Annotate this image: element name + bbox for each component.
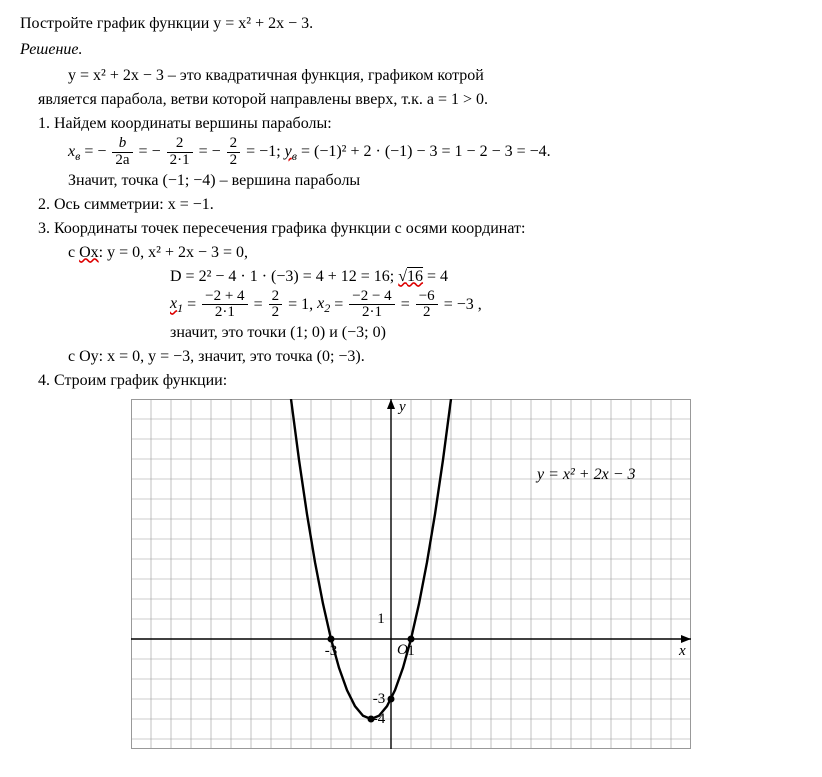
frac-2-21: 2 2·1 bbox=[167, 136, 193, 169]
frac-den: 2·1 bbox=[349, 305, 394, 321]
yv-expression: = (−1)² + 2 · (−1) − 3 = 1 − 2 − 3 = −4. bbox=[301, 143, 551, 160]
frac-den: 2·1 bbox=[202, 305, 247, 321]
frac-den: 2·1 bbox=[167, 153, 193, 169]
svg-text:y: y bbox=[397, 399, 406, 415]
svg-text:y = x² + 2x − 3: y = x² + 2x − 3 bbox=[535, 466, 636, 483]
step-1-equation: xв = − b 2a = − 2 2·1 = − 2 2 = −1; yв =… bbox=[68, 136, 802, 169]
yv-symbol: yв bbox=[285, 143, 297, 160]
step-3-ox: с Ox: y = 0, x² + 2x − 3 = 0, bbox=[68, 241, 802, 265]
svg-text:-4: -4 bbox=[373, 711, 386, 727]
ox-prefix: с bbox=[68, 244, 79, 261]
step-3-points: значит, это точки (1; 0) и (−3; 0) bbox=[170, 321, 802, 345]
step-1-conclusion: Значит, точка (−1; −4) – вершина парабол… bbox=[68, 169, 802, 193]
x1-frac2: 2 2 bbox=[269, 289, 283, 322]
sqrt16-eq: = 4 bbox=[427, 268, 448, 285]
frac-den: 2 bbox=[269, 305, 283, 321]
problem-statement: Постройте график функции y = x² + 2x − 3… bbox=[20, 12, 802, 36]
frac-num: 2 bbox=[167, 136, 193, 153]
step-2: 2. Ось симметрии: x = −1. bbox=[38, 193, 802, 217]
xv-result: = −1; bbox=[246, 143, 285, 160]
frac-b-2a: b 2a bbox=[112, 136, 132, 169]
discriminant-line: D = 2² − 4 · 1 · (−3) = 4 + 12 = 16; √16… bbox=[170, 265, 802, 289]
svg-text:1: 1 bbox=[407, 643, 415, 659]
xv-sub: в bbox=[75, 149, 80, 163]
frac-num: b bbox=[119, 135, 127, 151]
disc-text: D = 2² − 4 · 1 · (−3) = 4 + 12 = 16; bbox=[170, 268, 398, 285]
x2-frac2: −6 2 bbox=[416, 289, 438, 322]
ox-eq: : y = 0, x² + 2x − 3 = 0, bbox=[99, 244, 248, 261]
solution-label: Решение. bbox=[20, 38, 802, 62]
frac-2-2: 2 2 bbox=[227, 136, 241, 169]
x1-eq: = 1, bbox=[288, 295, 317, 312]
frac-num: −6 bbox=[416, 289, 438, 306]
paragraph-1-line-2: является парабола, ветви которой направл… bbox=[38, 88, 802, 112]
sqrt16: √16 bbox=[398, 268, 423, 285]
svg-text:-3: -3 bbox=[373, 691, 386, 707]
frac-den: 2 bbox=[416, 305, 438, 321]
parabola-chart: 1 1 -3 -3 -4 x y Oy = x² + 2x − 3 bbox=[131, 399, 691, 749]
svg-text:-3: -3 bbox=[325, 643, 338, 659]
frac-num: −2 + 4 bbox=[202, 289, 247, 306]
x2-frac1: −2 − 4 2·1 bbox=[349, 289, 394, 322]
step-3-title: 3. Координаты точек пересечения графика … bbox=[38, 217, 802, 241]
paragraph-1-line-1: y = x² + 2x − 3 – это квадратичная функц… bbox=[68, 64, 802, 88]
x1-symbol: x1 bbox=[170, 295, 183, 312]
svg-text:x: x bbox=[678, 643, 686, 659]
x2-symbol: x2 bbox=[317, 295, 330, 312]
step-3-oy: с Oy: x = 0, y = −3, значит, это точка (… bbox=[68, 345, 802, 369]
frac-num: −2 − 4 bbox=[349, 289, 394, 306]
x2-eq: = −3 , bbox=[444, 295, 482, 312]
ox-label: Ox bbox=[79, 244, 99, 261]
svg-text:O: O bbox=[397, 642, 408, 658]
svg-text:1: 1 bbox=[377, 611, 385, 627]
roots-line: x1 = −2 + 4 2·1 = 2 2 = 1, x2 = −2 − 4 2… bbox=[170, 289, 802, 322]
step-1-title: 1. Найдем координаты вершины параболы: bbox=[38, 112, 802, 136]
frac-den: 2 bbox=[227, 153, 241, 169]
x1-frac1: −2 + 4 2·1 bbox=[202, 289, 247, 322]
frac-num: 2 bbox=[269, 289, 283, 306]
frac-num: 2 bbox=[227, 136, 241, 153]
frac-den: 2a bbox=[112, 153, 132, 169]
step-4: 4. Строим график функции: bbox=[38, 369, 802, 393]
